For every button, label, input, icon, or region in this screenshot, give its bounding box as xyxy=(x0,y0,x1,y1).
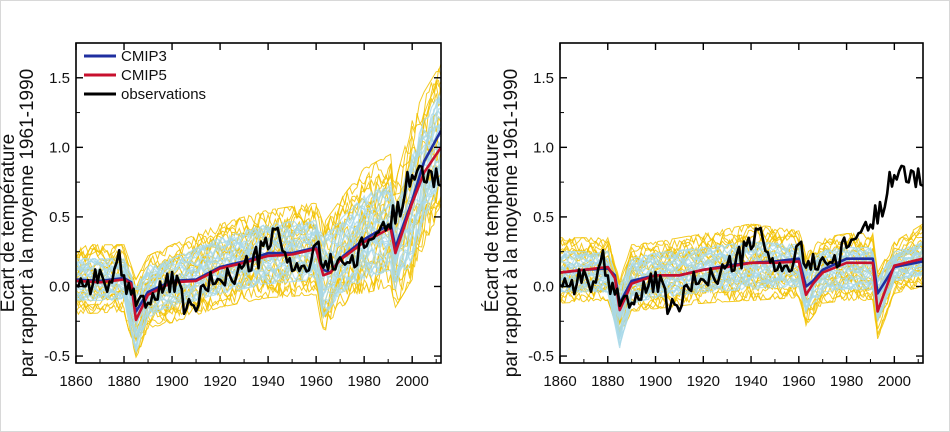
x-tick-label: 1880 xyxy=(591,373,624,390)
cmip5-ensemble-run xyxy=(560,223,923,284)
y-tick-label: -0.5 xyxy=(528,348,554,365)
plot-area xyxy=(76,63,441,359)
y-tick-label: 1.0 xyxy=(49,139,70,156)
left-chart: 1860 1880 1900 1920 1940 1960 1980 2000 -0.5 0.0 0… xyxy=(0,42,442,390)
x-tick-label: 1980 xyxy=(830,373,863,390)
x-tick-label: 1940 xyxy=(734,373,767,390)
right-chart-panel: 1860 1880 1900 1920 1940 1960 1980 2000 -0.5 0.0 0… xyxy=(475,0,950,432)
legend: CMIP3 CMIP5 observations xyxy=(84,48,206,103)
x-tick-label: 1940 xyxy=(251,373,284,390)
x-tick-label: 1920 xyxy=(687,373,720,390)
cmip5-ensemble-run xyxy=(76,63,441,281)
y-axis-label-line2: par rapport à la moyenne 1961-1990 xyxy=(17,69,38,377)
axes-frame xyxy=(75,42,442,364)
series-line-observations xyxy=(76,164,441,316)
x-tick-label: 1960 xyxy=(299,373,332,390)
x-tick-label: 1860 xyxy=(543,373,576,390)
x-tick-label: 1980 xyxy=(347,373,380,390)
y-tick-label: 0.5 xyxy=(533,209,554,226)
y-tick-label: 1.5 xyxy=(533,70,554,87)
x-tick-label: 2000 xyxy=(878,373,911,390)
cmip3-ensemble-run xyxy=(76,98,441,288)
plot-area xyxy=(560,164,923,349)
x-tick-label: 1920 xyxy=(203,373,236,390)
x-tick-label: 2000 xyxy=(395,373,428,390)
cmip3-ensemble-run xyxy=(76,97,441,300)
y-tick-label: -0.5 xyxy=(44,348,70,365)
y-axis-label: Écart de températurepar rapport à la moy… xyxy=(482,69,522,377)
x-tick-label: 1860 xyxy=(59,373,92,390)
axes-frame xyxy=(559,42,924,364)
y-axis-label-line2: par rapport à la moyenne 1961-1990 xyxy=(501,69,522,377)
cmip3-ensemble-run xyxy=(76,177,441,347)
y-axis-label-line1: Écart de température xyxy=(482,134,503,312)
legend-label-observations: observations xyxy=(121,86,206,103)
x-tick-label: 1900 xyxy=(639,373,672,390)
cmip3-ensemble-run xyxy=(76,145,441,333)
left-chart-panel: 1860 1880 1900 1920 1940 1960 1980 2000 -0.5 0.0 0… xyxy=(0,42,442,390)
x-tick-label: 1960 xyxy=(782,373,815,390)
y-axis-label: Écart de températurepar rapport à la moy… xyxy=(0,69,38,377)
legend-label-CMIP5: CMIP5 xyxy=(121,67,167,84)
y-tick-label: 0.5 xyxy=(49,209,70,226)
y-axis-label-line1: Écart de température xyxy=(0,134,19,312)
right-chart: 1860 1880 1900 1920 1940 1960 1980 2000 -0.5 0.0 0… xyxy=(482,42,924,390)
cmip3-ensemble-run xyxy=(76,163,441,351)
cmip3-ensemble-run xyxy=(560,262,923,339)
y-tick-label: 0.0 xyxy=(49,278,70,295)
series-line-cmip5 xyxy=(76,146,441,322)
y-tick-label: 0.0 xyxy=(533,278,554,295)
x-tick-label: 1880 xyxy=(107,373,140,390)
legend-label-CMIP3: CMIP3 xyxy=(121,48,167,65)
y-tick-label: 1.0 xyxy=(533,139,554,156)
y-tick-label: 1.5 xyxy=(49,70,70,87)
series-line-observations xyxy=(560,164,923,316)
x-tick-label: 1900 xyxy=(155,373,188,390)
cmip3-ensemble-run xyxy=(560,241,923,288)
